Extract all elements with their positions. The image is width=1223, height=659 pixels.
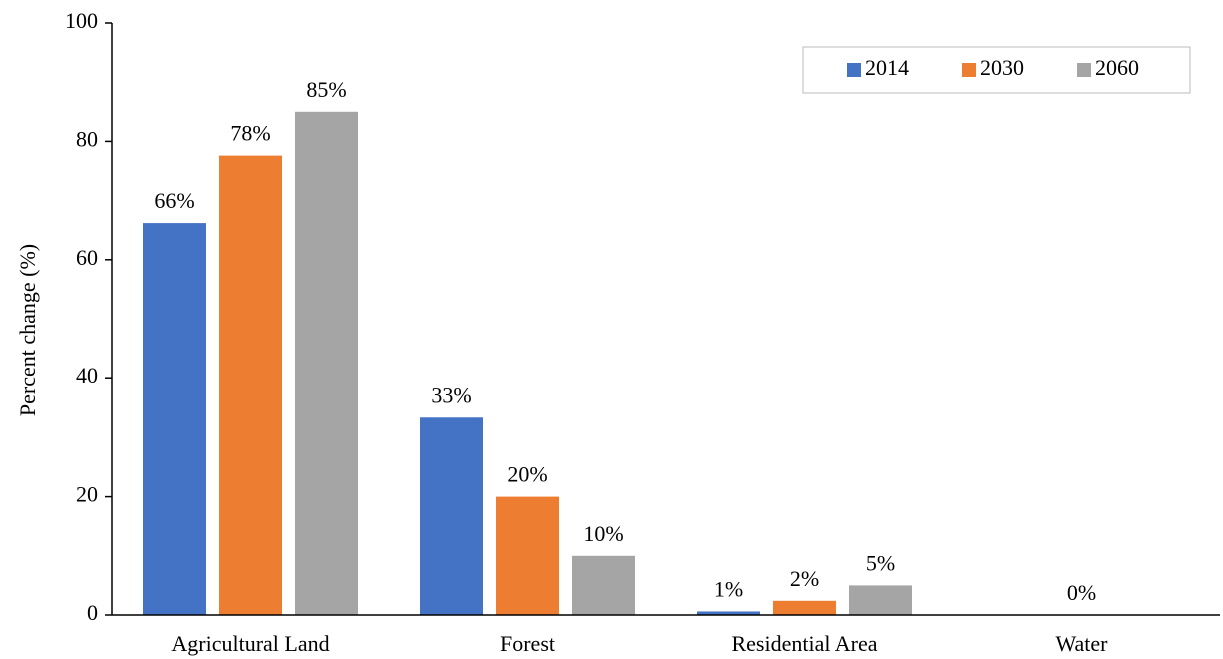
data-label: 1%	[714, 576, 743, 601]
data-label: 20%	[507, 462, 547, 487]
data-label: 10%	[583, 521, 623, 546]
legend-box	[802, 46, 1191, 94]
legend-label: 2030	[980, 55, 1024, 80]
bar	[219, 155, 282, 615]
y-tick-label: 60	[76, 245, 98, 270]
y-tick-label: 20	[76, 482, 98, 507]
bar	[496, 496, 559, 615]
x-tick-label: Forest	[500, 631, 555, 656]
bar	[773, 600, 836, 615]
bar	[143, 223, 206, 615]
y-tick-label: 100	[65, 8, 98, 33]
bar	[849, 585, 912, 615]
bar	[420, 417, 483, 615]
bar	[572, 555, 635, 615]
legend-swatch	[962, 63, 976, 77]
y-tick-label: 80	[76, 126, 98, 151]
legend-label: 2014	[865, 55, 909, 80]
bar	[697, 611, 760, 615]
y-tick-label: 0	[87, 600, 98, 625]
x-tick-label: Residential Area	[731, 631, 877, 656]
data-label: 2%	[790, 566, 819, 591]
y-axis-label: Percent change (%)	[15, 244, 40, 416]
data-label: 78%	[230, 121, 270, 146]
bar	[295, 111, 358, 616]
data-label: 85%	[306, 77, 346, 102]
data-label: 66%	[154, 188, 194, 213]
data-label: 0%	[1067, 580, 1096, 605]
data-label: 5%	[866, 550, 895, 575]
y-tick-label: 40	[76, 363, 98, 388]
x-tick-label: Water	[1056, 631, 1109, 656]
legend-swatch	[1077, 63, 1091, 77]
data-label: 33%	[431, 382, 471, 407]
legend-swatch	[847, 63, 861, 77]
x-tick-label: Agricultural Land	[171, 631, 329, 656]
legend-label: 2060	[1095, 55, 1139, 80]
